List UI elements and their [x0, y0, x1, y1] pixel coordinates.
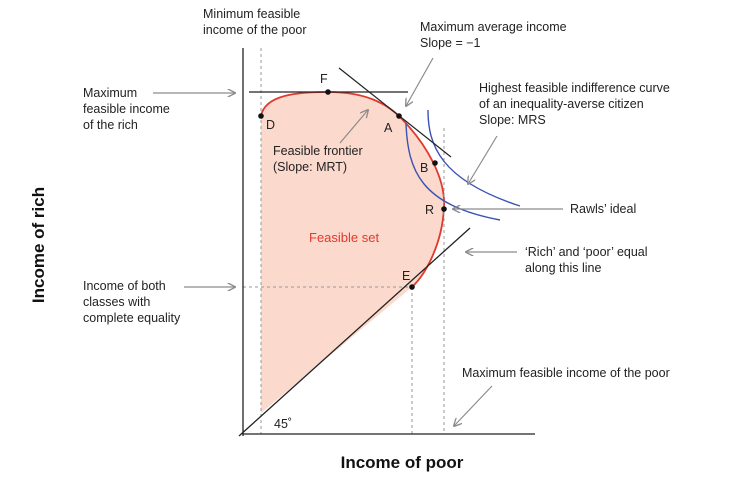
- point-a-label: A: [384, 121, 393, 135]
- point-f-marker: [325, 89, 331, 95]
- point-r-label: R: [425, 203, 434, 217]
- x-axis-title: Income of poor: [341, 453, 464, 472]
- equality-45-degree-line: [238, 227, 471, 437]
- annotation-income-equality: Income of both classes with complete equ…: [83, 279, 181, 325]
- annotation-max-feasible-rich: Maximum feasible income of the rich: [83, 86, 173, 132]
- y-axis-title: Income of rich: [29, 187, 48, 303]
- point-f-label: F: [320, 72, 328, 86]
- feasible-set-region: [261, 92, 445, 413]
- point-e-marker: [409, 284, 415, 290]
- annotation-max-feasible-poor: Maximum feasible income of the poor: [462, 366, 670, 380]
- feasible-set-label: Feasible set: [309, 230, 379, 245]
- point-d-marker: [258, 113, 264, 119]
- point-r-marker: [441, 206, 447, 212]
- point-e-label: E: [402, 269, 410, 283]
- annotation-rich-poor-equal: ‘Rich’ and ‘poor’ equal along this line: [525, 245, 651, 275]
- point-d-label: D: [266, 118, 275, 132]
- indifference-curve-upper: [427, 109, 521, 207]
- annotation-feasible-frontier: Feasible frontier (Slope: MRT): [273, 144, 366, 174]
- point-b-marker: [432, 160, 438, 166]
- annotation-highest-indifference: Highest feasible indifference curve of a…: [479, 81, 673, 127]
- arrow-max-average-income: [406, 57, 434, 106]
- arrow-highest-indifference: [468, 135, 498, 184]
- arrow-max-feasible-poor: [454, 385, 493, 426]
- point-a-marker: [396, 113, 402, 119]
- arrow-feasible-frontier: [339, 110, 368, 144]
- annotation-min-feasible-poor: Minimum feasible income of the poor: [203, 7, 307, 37]
- annotation-max-average-income: Maximum average income Slope = −1: [420, 20, 570, 50]
- tangent-line-max-average: [338, 67, 452, 158]
- annotation-rawls-ideal: Rawls’ ideal: [570, 202, 636, 216]
- angle-45-label: 45˚: [274, 417, 292, 431]
- indifference-curve-rawls: [405, 123, 501, 221]
- point-b-label: B: [420, 161, 428, 175]
